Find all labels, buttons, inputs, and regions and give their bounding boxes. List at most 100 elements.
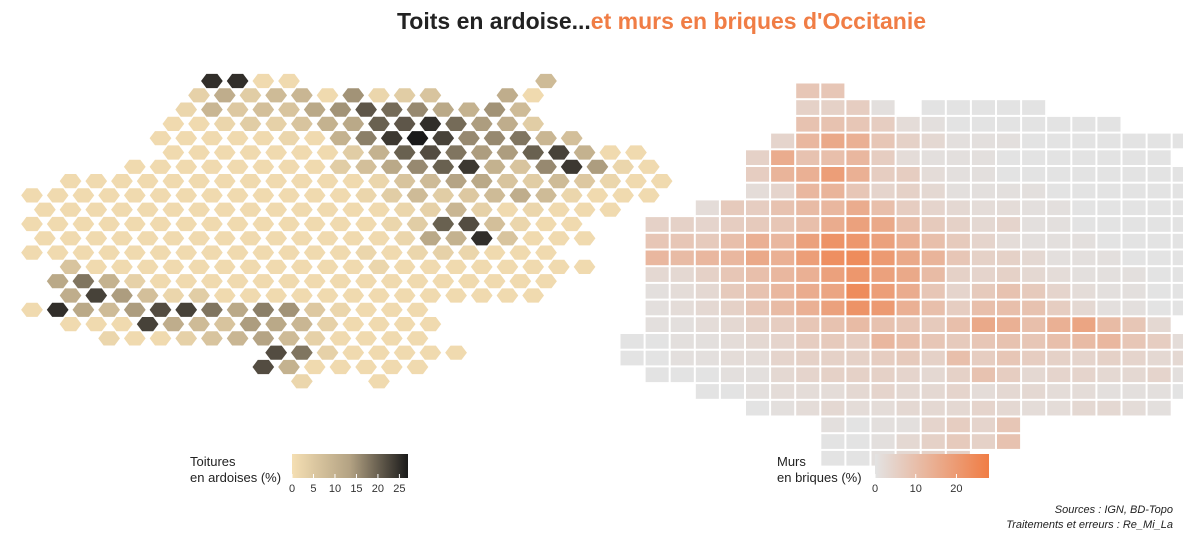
hex-cell — [173, 272, 199, 290]
hex-cell — [58, 172, 83, 190]
grid-cell — [795, 199, 821, 217]
hex-cell — [533, 215, 559, 233]
hex-cell — [366, 172, 392, 190]
hex-cell — [122, 272, 148, 290]
hex-cell — [520, 86, 546, 104]
grid-cell — [996, 166, 1022, 183]
grid-cell — [845, 199, 871, 217]
grid-cell — [745, 282, 771, 300]
grid-cell — [945, 416, 971, 434]
hex-cell — [96, 301, 122, 319]
grid-cell — [795, 115, 821, 133]
hex-cell — [482, 158, 507, 176]
grid-cell — [1171, 299, 1183, 317]
grid-cell — [996, 232, 1022, 250]
grid-cell — [1021, 132, 1047, 150]
hex-cell — [315, 86, 340, 104]
grid-cell — [770, 349, 796, 367]
grid-cell — [1071, 366, 1097, 384]
grid-cell — [694, 282, 720, 300]
hex-cell — [238, 258, 263, 276]
hex-cell — [289, 201, 315, 218]
hex-cell — [456, 129, 482, 147]
hex-cell — [173, 301, 199, 319]
hex-cell — [238, 115, 263, 133]
hex-cell — [533, 158, 559, 176]
grid-cell — [845, 132, 871, 150]
grid-cell — [996, 433, 1022, 450]
sources-caption: Sources : IGN, BD-Topo — [1054, 504, 1173, 516]
grid-cell — [795, 399, 821, 417]
grid-cell — [1096, 199, 1122, 217]
grid-cell — [1121, 299, 1147, 317]
grid-cell — [619, 349, 645, 367]
grid-cell — [1021, 99, 1047, 116]
grid-cell — [669, 349, 695, 367]
hex-cell — [302, 244, 328, 261]
grid-cell — [1071, 132, 1097, 150]
hex-cell — [546, 201, 572, 218]
hex-cell — [32, 230, 58, 247]
slate-legend-tick-label: 5 — [310, 483, 316, 495]
grid-cell — [669, 232, 695, 250]
grid-cell — [920, 349, 946, 367]
grid-cell — [870, 216, 896, 233]
grid-cell — [644, 366, 670, 384]
brick-legend-title-line2: en briques (%) — [777, 470, 862, 485]
hex-cell — [495, 287, 520, 304]
grid-cell — [694, 266, 720, 283]
grid-cell — [1146, 316, 1172, 333]
hex-cell — [546, 230, 572, 247]
hex-cell — [212, 287, 238, 304]
hex-cell — [225, 330, 250, 347]
hex-cell — [276, 330, 302, 347]
grid-cell — [694, 249, 720, 267]
grid-cell — [669, 282, 695, 300]
grid-cell — [770, 182, 796, 200]
hex-cell — [417, 201, 443, 218]
grid-cell — [996, 199, 1022, 217]
grid-cell — [870, 316, 896, 333]
hex-cell — [225, 215, 250, 233]
grid-cell — [845, 249, 871, 267]
hex-cell — [186, 258, 212, 276]
hex-cell — [430, 272, 456, 290]
hex-cell — [135, 258, 161, 276]
hex-cell — [597, 172, 623, 190]
grid-cell — [970, 316, 997, 333]
hex-cell — [430, 187, 456, 204]
grid-cell — [1171, 282, 1183, 300]
grid-cell — [945, 149, 971, 167]
hex-cell — [469, 201, 495, 218]
grid-cell — [1146, 399, 1172, 417]
grid-cell — [795, 149, 821, 167]
brick-legend-title-line1: Murs — [777, 454, 806, 469]
grid-cell — [1021, 149, 1047, 167]
grid-cell — [945, 249, 971, 267]
grid-cell — [945, 366, 971, 384]
hex-cell — [289, 230, 315, 247]
hex-cell — [597, 201, 623, 218]
hex-cell — [366, 201, 392, 218]
grid-cell — [745, 216, 771, 233]
hex-cell — [302, 358, 328, 376]
hex-cell — [173, 330, 199, 347]
hex-cell — [482, 215, 507, 233]
hex-cell — [96, 272, 122, 290]
grid-cell — [820, 449, 846, 467]
grid-cell — [1096, 232, 1122, 250]
grid-cell — [1146, 299, 1172, 317]
hex-cell — [173, 187, 199, 204]
grid-cell — [870, 433, 896, 450]
hex-cell — [636, 187, 662, 204]
hex-cell — [572, 258, 597, 276]
grid-cell — [870, 333, 896, 350]
hex-cell — [109, 315, 135, 333]
hex-cell — [392, 344, 418, 361]
hex-cell — [250, 129, 276, 147]
grid-cell — [970, 282, 997, 300]
grid-cell — [719, 366, 746, 384]
grid-cell — [1146, 249, 1172, 267]
grid-cell — [719, 266, 746, 283]
grid-cell — [870, 249, 896, 267]
